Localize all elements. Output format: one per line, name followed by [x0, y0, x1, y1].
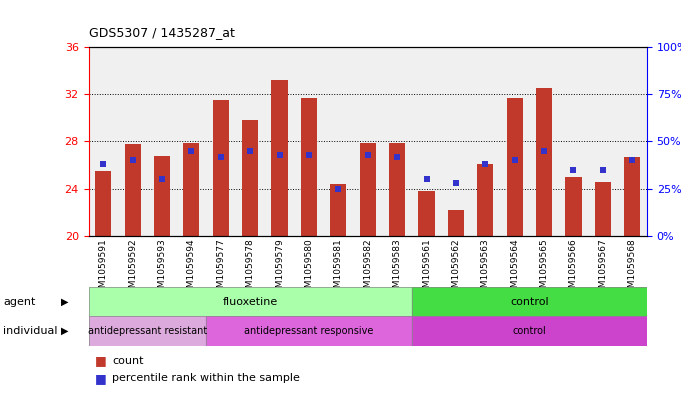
Bar: [418, 191, 434, 236]
Text: ▶: ▶: [61, 326, 69, 336]
Bar: [412, 287, 647, 316]
Bar: [565, 177, 582, 236]
Text: GSM1059592: GSM1059592: [128, 238, 137, 299]
Bar: [330, 184, 347, 236]
Text: GSM1059564: GSM1059564: [510, 238, 519, 299]
Bar: [412, 287, 647, 316]
Text: GSM1059582: GSM1059582: [363, 238, 373, 299]
Text: individual: individual: [3, 326, 58, 336]
Text: GSM1059563: GSM1059563: [481, 238, 490, 299]
Text: ■: ■: [95, 372, 107, 385]
Bar: [183, 143, 200, 236]
Text: ■: ■: [95, 354, 107, 367]
Text: control: control: [510, 297, 549, 307]
Text: antidepressant responsive: antidepressant responsive: [244, 326, 374, 336]
Text: ▶: ▶: [61, 297, 69, 307]
Text: GSM1059565: GSM1059565: [539, 238, 549, 299]
Text: GSM1059583: GSM1059583: [393, 238, 402, 299]
Bar: [89, 287, 412, 316]
Text: GSM1059562: GSM1059562: [452, 238, 460, 299]
Bar: [242, 120, 258, 236]
Bar: [89, 316, 206, 346]
Text: count: count: [112, 356, 144, 366]
Text: GSM1059581: GSM1059581: [334, 238, 343, 299]
Bar: [412, 316, 647, 346]
Text: GSM1059577: GSM1059577: [217, 238, 225, 299]
Text: GSM1059578: GSM1059578: [246, 238, 255, 299]
Bar: [595, 182, 611, 236]
Text: control: control: [513, 326, 546, 336]
Bar: [301, 98, 317, 236]
Bar: [206, 316, 412, 346]
Text: GSM1059561: GSM1059561: [422, 238, 431, 299]
Text: percentile rank within the sample: percentile rank within the sample: [112, 373, 300, 383]
Bar: [360, 143, 376, 236]
Bar: [95, 171, 111, 236]
Text: agent: agent: [3, 297, 36, 307]
Text: GSM1059568: GSM1059568: [628, 238, 637, 299]
Bar: [389, 143, 405, 236]
Bar: [448, 210, 464, 236]
Text: antidepressant resistant: antidepressant resistant: [88, 326, 207, 336]
Text: GSM1059593: GSM1059593: [157, 238, 167, 299]
Text: GSM1059566: GSM1059566: [569, 238, 578, 299]
Bar: [624, 157, 640, 236]
Bar: [89, 316, 206, 346]
Bar: [206, 316, 412, 346]
Text: GSM1059580: GSM1059580: [304, 238, 313, 299]
Text: GSM1059567: GSM1059567: [599, 238, 607, 299]
Bar: [412, 316, 647, 346]
Text: GSM1059591: GSM1059591: [99, 238, 108, 299]
Text: GSM1059579: GSM1059579: [275, 238, 284, 299]
Bar: [154, 156, 170, 236]
Text: GSM1059594: GSM1059594: [187, 238, 196, 299]
Text: fluoxetine: fluoxetine: [223, 297, 278, 307]
Bar: [272, 80, 287, 236]
Bar: [212, 100, 229, 236]
Bar: [89, 287, 412, 316]
Bar: [125, 144, 141, 236]
Bar: [477, 164, 493, 236]
Text: GDS5307 / 1435287_at: GDS5307 / 1435287_at: [89, 26, 234, 39]
Bar: [507, 98, 523, 236]
Bar: [536, 88, 552, 236]
